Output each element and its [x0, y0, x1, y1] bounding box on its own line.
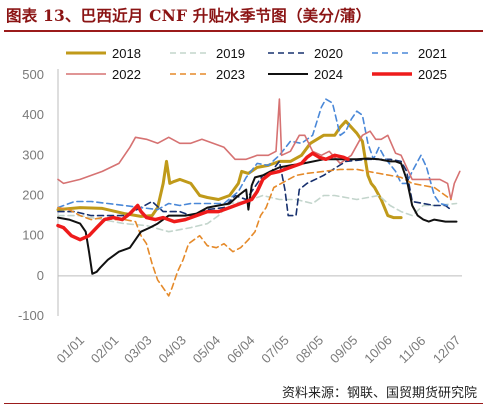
- legend-label-2024: 2024: [314, 67, 343, 82]
- series-line-2021: [57, 98, 449, 211]
- series-line-2022: [57, 98, 461, 201]
- y-tick-label: 100: [22, 228, 44, 243]
- x-tick-label: 03/03: [121, 333, 155, 367]
- x-tick-label: 10/06: [361, 333, 395, 367]
- x-tick-label: 07/05: [258, 333, 292, 367]
- legend-label-2021: 2021: [418, 46, 447, 61]
- legend-label-2019: 2019: [216, 46, 245, 61]
- y-tick-label: 0: [37, 268, 44, 283]
- y-tick-label: 400: [22, 107, 44, 122]
- chart-title: 图表 13、巴西近月 CNF 升贴水季节图（美分/蒲）: [6, 6, 372, 25]
- legend-label-2018: 2018: [112, 46, 141, 61]
- series-line-2023: [57, 168, 452, 297]
- title-divider: [4, 30, 483, 32]
- legend-label-2022: 2022: [112, 67, 141, 82]
- x-tick-label: 09/05: [327, 333, 361, 367]
- source-note: 资料来源：钢联、国贸期货研究院: [281, 386, 477, 401]
- series-line-2025: [56, 151, 350, 242]
- legend-label-2023: 2023: [216, 67, 245, 82]
- x-tick-label: 04/03: [155, 333, 189, 367]
- series-line-2019: [57, 194, 458, 233]
- x-tick-label: 01/01: [54, 333, 88, 367]
- series-line-2020: [57, 158, 452, 217]
- x-tick-label: 08/05: [293, 333, 327, 367]
- legend-label-2020: 2020: [314, 46, 343, 61]
- y-tick-label: 200: [22, 188, 44, 203]
- y-tick-label: 500: [22, 67, 44, 82]
- x-tick-label: 02/01: [88, 333, 122, 367]
- y-tick-label: -100: [18, 308, 44, 323]
- x-tick-label: 05/04: [190, 333, 224, 367]
- series-layer: [56, 98, 461, 297]
- series-line-2024: [57, 157, 458, 275]
- legend: 2018 2019 2020 2021 2022 2023 2024 2025: [66, 46, 447, 82]
- bottom-divider: [4, 403, 483, 404]
- y-tick-label: 300: [22, 147, 44, 162]
- legend-label-2025: 2025: [418, 67, 447, 82]
- x-tick-label: 06/04: [224, 333, 258, 367]
- x-tick-label: 11/06: [396, 333, 429, 366]
- x-tick-label: 12/07: [430, 333, 464, 367]
- seasonal-basis-chart: -100 0 100 200 300 400 500 01/01 02/01 03/03 04/03…: [18, 46, 464, 367]
